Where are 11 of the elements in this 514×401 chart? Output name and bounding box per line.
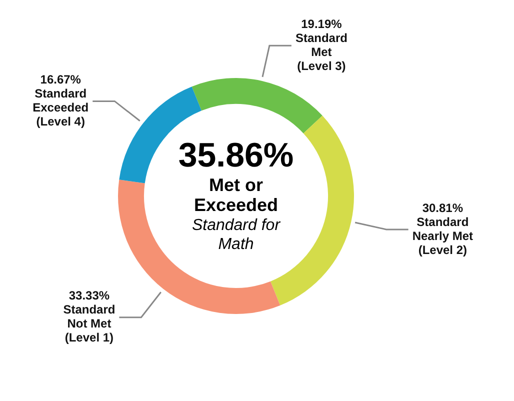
- data-label: 16.67%: [40, 72, 82, 87]
- slice-label: Standard Nearly Met (Level 2): [412, 214, 474, 257]
- data-label: 30.81%: [422, 200, 464, 215]
- data-label: 33.33%: [68, 288, 110, 303]
- text: 35.86%: [178, 136, 294, 174]
- data-label: 19.19%: [301, 16, 342, 31]
- slice-label: Standard Met (Level 3): [295, 30, 348, 73]
- slice-label: Standard Not Met (Level 1): [63, 302, 116, 345]
- text: Standard for Math: [192, 216, 281, 253]
- slice-label: Standard Exceeded (Level 4): [32, 86, 89, 129]
- text: Met or Exceeded: [194, 174, 278, 215]
